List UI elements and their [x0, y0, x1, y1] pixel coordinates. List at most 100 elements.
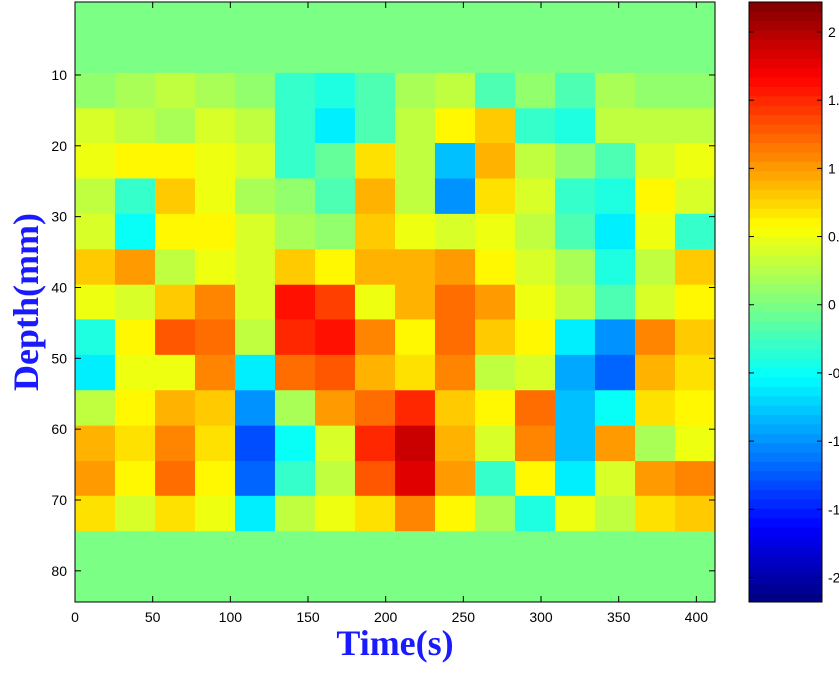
colorbar-swatch — [749, 536, 822, 547]
heatmap-cell — [274, 390, 316, 427]
heatmap-cell — [114, 461, 156, 497]
heatmap-cell — [114, 37, 156, 74]
heatmap-cell — [274, 178, 316, 215]
y-tick-label: 10 — [51, 67, 67, 83]
heatmap-cell — [235, 178, 276, 215]
heatmap-cell — [635, 72, 676, 109]
colorbar-swatch — [749, 442, 822, 453]
heatmap-cell — [315, 495, 356, 532]
colorbar-swatch — [749, 105, 822, 115]
heatmap-cell — [354, 390, 396, 427]
heatmap-cell — [315, 72, 356, 109]
heatmap-cell — [354, 178, 396, 215]
heatmap-cell — [75, 495, 116, 532]
colorbar-swatch — [749, 133, 822, 144]
heatmap-cell — [194, 566, 236, 603]
heatmap-cell — [395, 72, 436, 109]
heatmap-cell — [674, 390, 716, 427]
heatmap-cell — [674, 354, 716, 391]
heatmap-cell — [555, 143, 596, 179]
heatmap-cell — [434, 461, 476, 497]
heatmap-cell — [434, 495, 476, 532]
heatmap-cell — [315, 37, 356, 74]
heatmap-cell — [114, 354, 156, 391]
heatmap-cell — [75, 461, 116, 497]
heatmap-cell — [114, 249, 156, 286]
y-tick-label: 80 — [51, 563, 67, 579]
heatmap-cell — [594, 566, 636, 603]
heatmap-cell — [514, 319, 556, 356]
heatmap-cell — [75, 354, 116, 391]
heatmap-cell — [635, 178, 676, 215]
heatmap-cell — [155, 531, 196, 568]
heatmap-cell — [114, 143, 156, 179]
heatmap-cell — [514, 495, 556, 532]
heatmap-cell — [635, 213, 676, 250]
heatmap-cell — [274, 354, 316, 391]
heatmap-cell — [475, 425, 516, 462]
heatmap-cell — [114, 531, 156, 568]
heatmap-cell — [354, 425, 396, 462]
heatmap-cell — [155, 2, 196, 38]
heatmap-cell — [194, 495, 236, 532]
heatmap-cell — [114, 495, 156, 532]
colorbar-swatch — [749, 452, 822, 462]
heatmap-cell — [235, 390, 276, 427]
heatmap-cell — [395, 213, 436, 250]
colorbar-swatch — [749, 77, 822, 87]
heatmap-cell — [594, 213, 636, 250]
heatmap-cell — [235, 531, 276, 568]
colorbar-swatch — [749, 189, 822, 200]
heatmap-cell — [75, 2, 116, 38]
heatmap-cell — [635, 143, 676, 179]
heatmap-cell — [674, 213, 716, 250]
heatmap-cell — [354, 108, 396, 145]
heatmap-cell — [155, 566, 196, 603]
heatmap-cell — [155, 249, 196, 286]
heatmap-cell — [594, 390, 636, 427]
heatmap-cell — [194, 425, 236, 462]
heatmap-cell — [434, 37, 476, 74]
colorbar-swatch — [749, 386, 822, 397]
colorbar-swatch — [749, 86, 822, 97]
heatmap-cell — [354, 284, 396, 321]
heatmap-cell — [594, 319, 636, 356]
heatmap-cell — [194, 531, 236, 568]
heatmap-cell — [75, 390, 116, 427]
x-tick-label: 400 — [685, 609, 709, 625]
heatmap-cell — [555, 72, 596, 109]
heatmap-cell — [114, 108, 156, 145]
heatmap-cell — [235, 284, 276, 321]
heatmap-cell — [594, 178, 636, 215]
heatmap-cell — [475, 108, 516, 145]
colorbar-swatch — [749, 517, 822, 528]
colorbar-swatch — [749, 414, 822, 425]
heatmap-cell — [315, 566, 356, 603]
heatmap-cell — [194, 249, 236, 286]
heatmap-cell — [635, 37, 676, 74]
heatmap-cell — [155, 425, 196, 462]
heatmap-cell — [635, 566, 676, 603]
heatmap-cell — [155, 390, 196, 427]
colorbar-swatch — [749, 480, 822, 490]
heatmap-cell — [555, 108, 596, 145]
colorbar-swatch — [749, 30, 822, 40]
heatmap-cell — [475, 72, 516, 109]
heatmap-cell — [555, 566, 596, 603]
x-tick-label: 0 — [71, 609, 79, 625]
heatmap-cell — [674, 108, 716, 145]
heatmap — [75, 2, 716, 603]
y-tick-label: 60 — [51, 421, 67, 437]
heatmap-cell — [555, 284, 596, 321]
colorbar-swatch — [749, 48, 822, 59]
heatmap-cell — [354, 2, 396, 38]
heatmap-cell — [235, 37, 276, 74]
heatmap-cell — [235, 72, 276, 109]
heatmap-cell — [75, 425, 116, 462]
heatmap-cell — [555, 425, 596, 462]
heatmap-cell — [75, 319, 116, 356]
heatmap-cell — [635, 390, 676, 427]
heatmap-cell — [75, 178, 116, 215]
heatmap-cell — [155, 178, 196, 215]
heatmap-cell — [354, 566, 396, 603]
